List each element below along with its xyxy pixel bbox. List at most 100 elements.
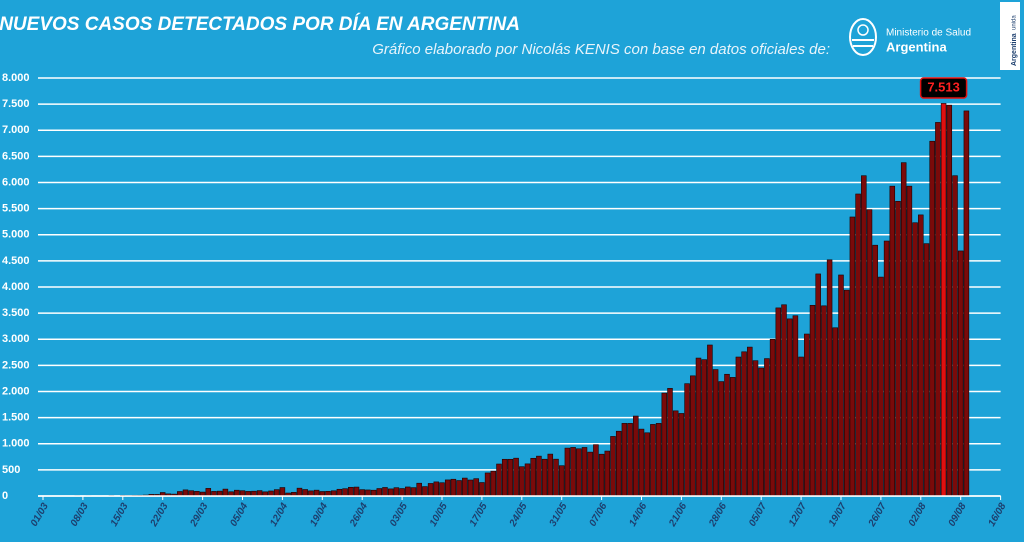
ministry-name: Ministerio de Salud	[886, 28, 971, 39]
y-tick-label: 8.000	[2, 72, 30, 84]
bar	[701, 359, 707, 497]
bar	[707, 344, 713, 497]
y-tick-label: 4.500	[2, 255, 30, 267]
bar	[256, 490, 263, 497]
bar	[490, 470, 497, 497]
bar	[667, 388, 673, 497]
bar	[587, 451, 593, 497]
bar	[741, 351, 747, 497]
bar	[963, 110, 970, 497]
bar	[815, 273, 821, 497]
chart-subtitle: Gráfico elaborado por Nicolás KENIS con …	[372, 41, 830, 58]
bar	[695, 357, 702, 497]
y-tick-label: 7.500	[2, 98, 30, 110]
bar	[479, 482, 485, 497]
bar	[558, 465, 565, 497]
bar	[273, 489, 280, 497]
bar	[268, 490, 274, 497]
bar	[576, 448, 582, 497]
x-tick-label: 14/06	[627, 501, 649, 529]
bar	[900, 162, 907, 497]
bar	[843, 289, 850, 497]
bar	[918, 214, 924, 497]
bar	[553, 458, 559, 497]
bar	[422, 486, 428, 497]
bar	[838, 274, 844, 497]
bar	[855, 193, 861, 497]
bar	[678, 413, 685, 497]
y-tick-label: 6.500	[2, 150, 30, 162]
bar	[940, 103, 947, 497]
bar	[581, 447, 588, 497]
y-tick-label: 0	[2, 490, 8, 502]
bar	[661, 392, 668, 497]
bar	[912, 222, 918, 497]
bar	[712, 369, 719, 497]
x-tick-label: 17/05	[468, 501, 490, 529]
bar	[826, 259, 833, 497]
bar	[655, 423, 662, 497]
x-tick-label: 26/07	[866, 501, 889, 529]
bar	[302, 489, 308, 497]
bar	[496, 463, 502, 497]
x-tick-label: 19/07	[827, 501, 849, 529]
bar	[462, 477, 468, 497]
bar	[861, 175, 867, 497]
y-tick-label: 4.000	[2, 281, 30, 293]
bar	[684, 383, 690, 497]
y-tick-label: 7.000	[2, 124, 30, 136]
badge-main: Argentina	[1011, 33, 1018, 66]
bar	[621, 423, 628, 497]
bar	[752, 360, 759, 497]
x-tick-label: 19/04	[308, 501, 330, 529]
x-tick-label: 02/08	[907, 501, 929, 529]
bar	[467, 479, 474, 497]
bar	[313, 489, 320, 497]
bar	[957, 250, 964, 497]
value-label-box	[919, 77, 968, 99]
y-tick-label: 1.500	[2, 412, 30, 424]
y-tick-label: 6.000	[2, 176, 30, 188]
y-tick-label: 5.500	[2, 203, 30, 215]
bar	[633, 415, 639, 497]
x-tick-label: 05/07	[747, 501, 769, 529]
bar	[747, 346, 753, 497]
bar	[775, 307, 782, 497]
bar	[644, 432, 650, 497]
bar	[342, 488, 348, 497]
bar	[182, 489, 189, 497]
y-tick-label: 5.000	[2, 229, 30, 241]
bar	[336, 488, 343, 497]
bar	[786, 318, 793, 497]
bar	[883, 240, 890, 497]
bar	[724, 373, 730, 497]
y-tick-label: 3.000	[2, 333, 30, 345]
y-tick-label: 2.500	[2, 359, 30, 371]
bar	[547, 453, 554, 497]
bar	[205, 488, 212, 497]
bar	[809, 304, 816, 497]
bar	[348, 486, 354, 497]
bar	[416, 482, 422, 497]
bar	[804, 333, 810, 497]
bar	[952, 175, 958, 497]
bar	[690, 375, 696, 497]
bar	[610, 436, 616, 497]
bar	[929, 140, 935, 497]
x-tick-label: 10/05	[428, 501, 450, 529]
bar	[501, 458, 508, 497]
x-tick-label: 28/06	[707, 501, 730, 529]
x-tick-label: 12/07	[787, 501, 809, 529]
chart-title: COVID-19 | NUEVOS CASOS DETECTADOS POR D…	[0, 13, 520, 35]
bar	[849, 216, 856, 497]
value-label: 7.513	[927, 79, 960, 94]
bar	[456, 480, 462, 497]
x-tick-label: 15/03	[109, 501, 131, 529]
x-tick-label: 03/05	[388, 501, 410, 529]
bar	[365, 489, 371, 497]
bar	[718, 381, 725, 497]
bar	[878, 276, 884, 497]
bar	[222, 488, 229, 497]
bar	[519, 466, 525, 497]
